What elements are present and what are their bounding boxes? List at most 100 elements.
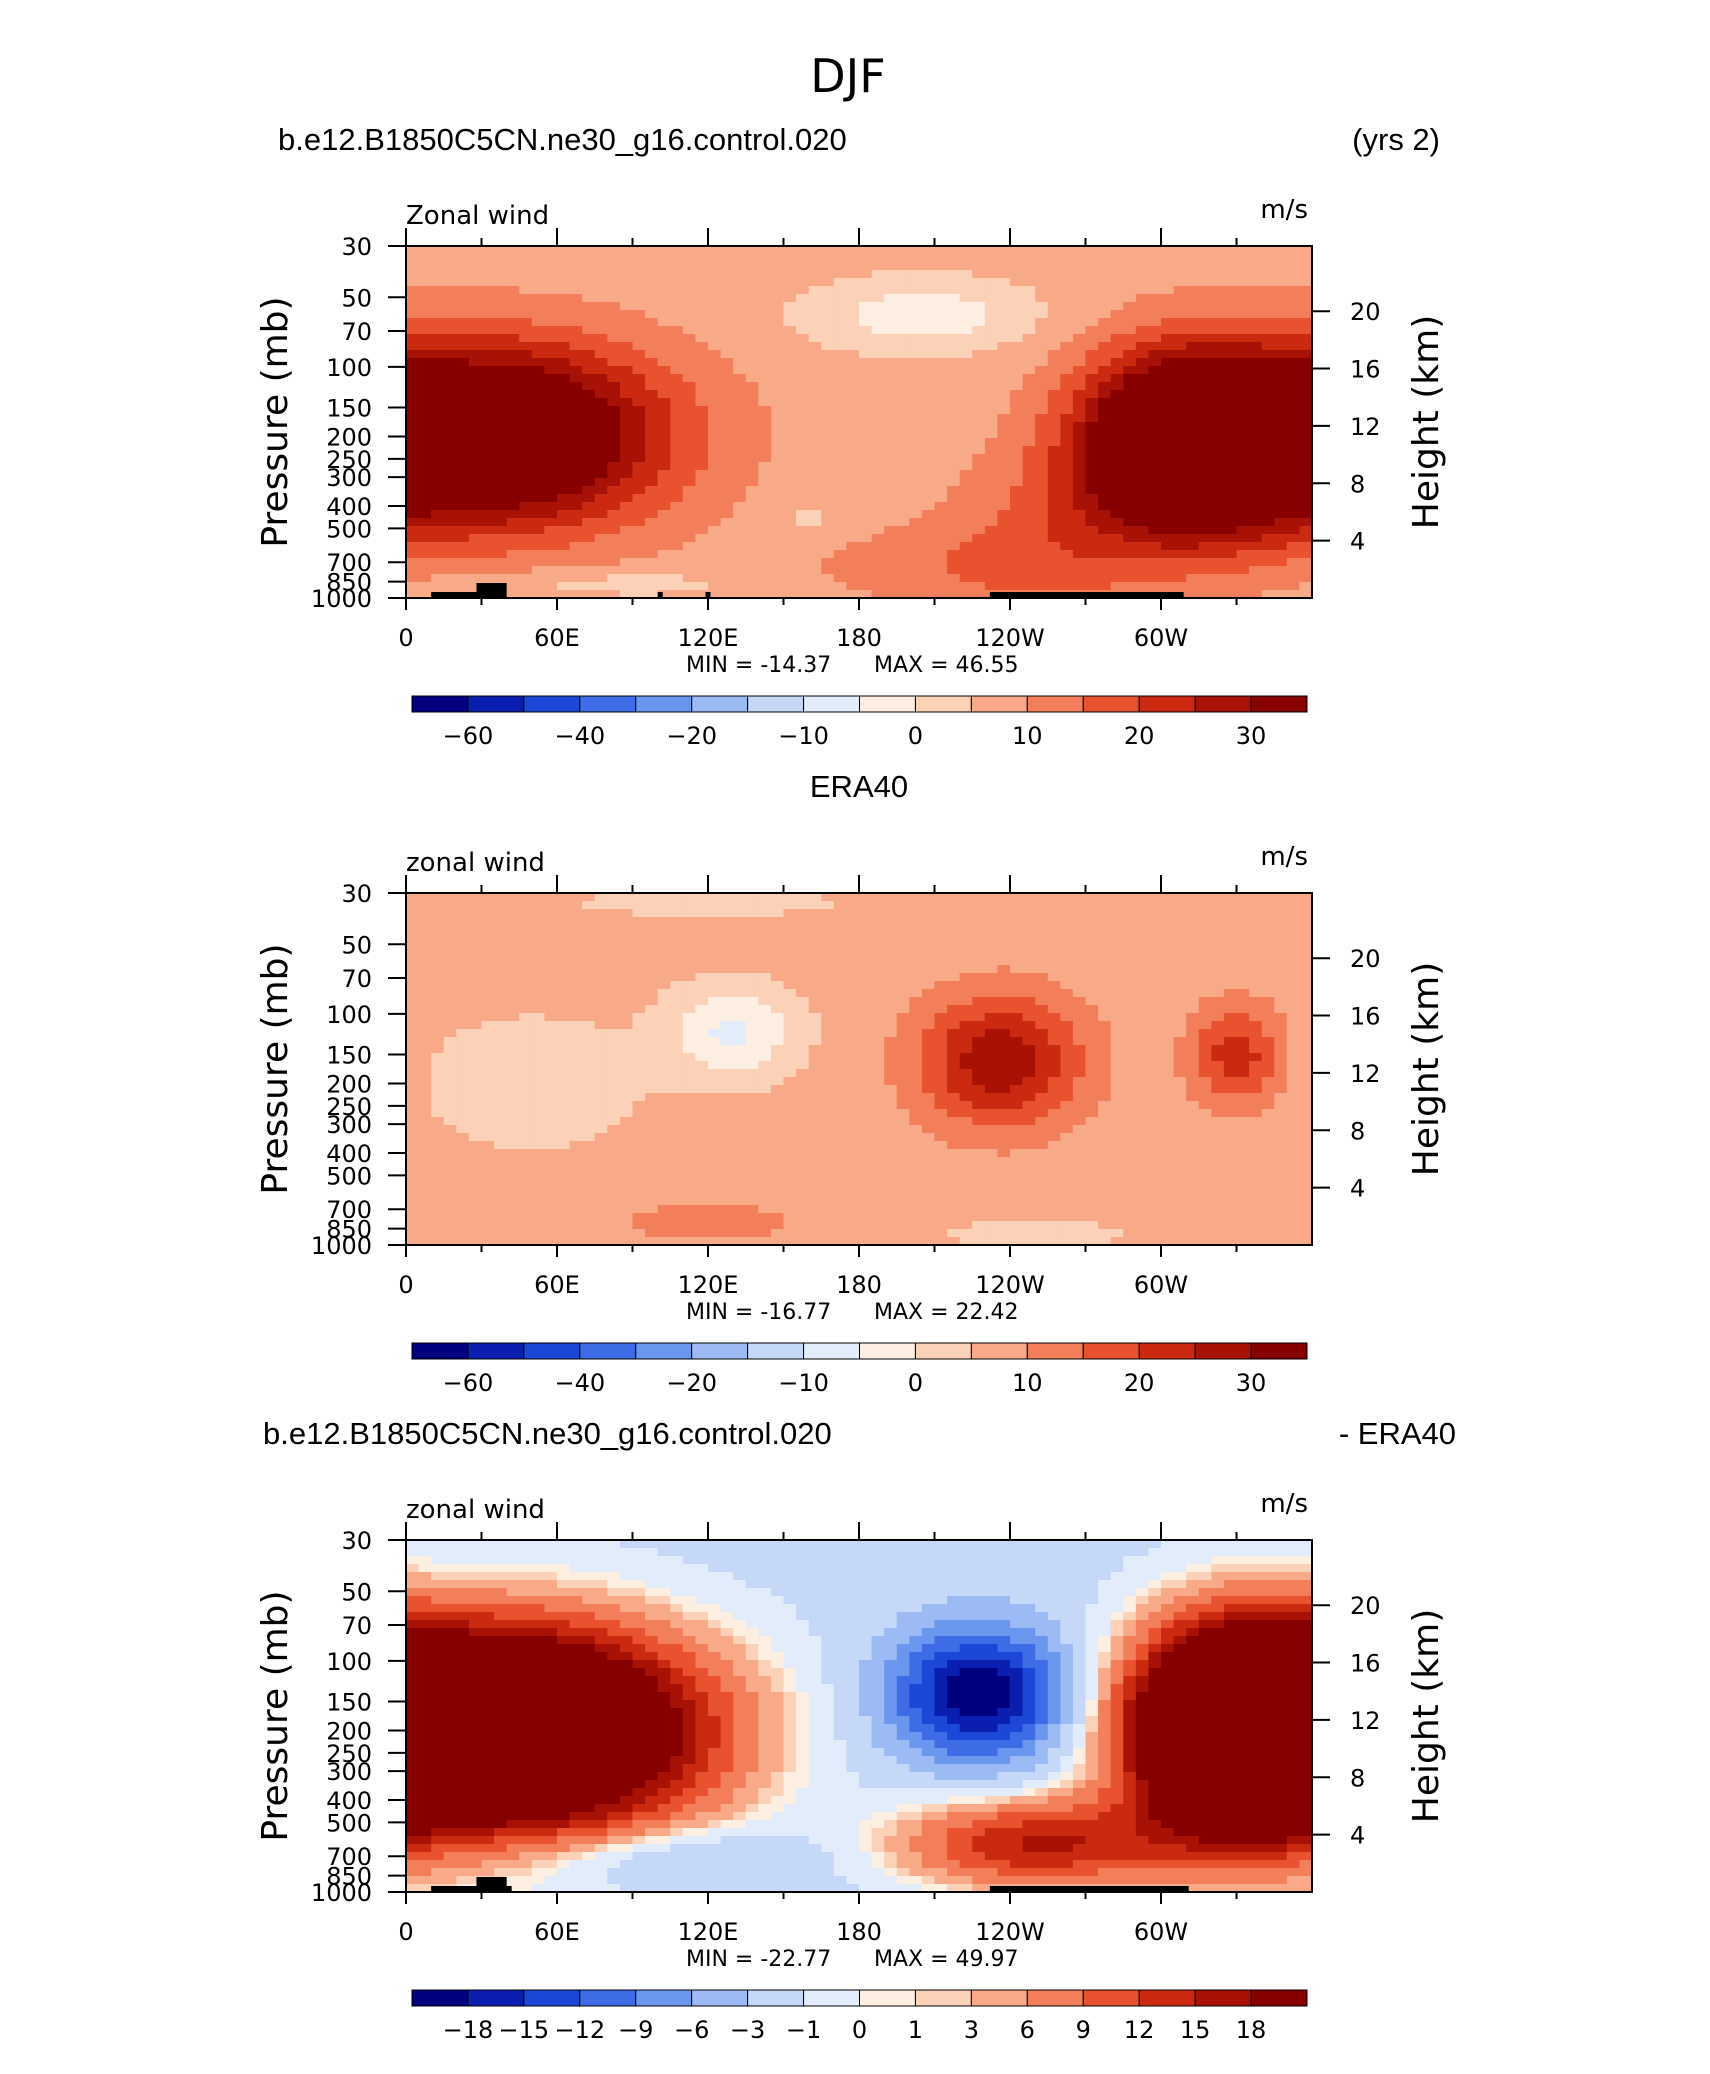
field-cell bbox=[1085, 350, 1099, 359]
field-cell bbox=[770, 526, 785, 535]
field-cell bbox=[833, 302, 848, 311]
field-cell bbox=[531, 1069, 546, 1078]
field-cell bbox=[1085, 318, 1099, 327]
field-cell bbox=[909, 1053, 923, 1062]
field-cell bbox=[1010, 582, 1024, 591]
field-cell bbox=[984, 278, 999, 287]
field-cell bbox=[531, 558, 546, 567]
field-cell bbox=[1286, 430, 1301, 439]
field-cell bbox=[984, 382, 999, 391]
field-cell bbox=[1223, 422, 1238, 431]
field-cell bbox=[506, 302, 520, 311]
field-cell bbox=[494, 334, 508, 343]
field-cell bbox=[1236, 366, 1250, 375]
field-cell bbox=[896, 286, 910, 295]
field-cell bbox=[859, 949, 873, 958]
field-cell bbox=[896, 965, 910, 974]
field-cell bbox=[1022, 933, 1036, 942]
field-cell bbox=[1223, 430, 1238, 439]
field-cell bbox=[1198, 486, 1212, 495]
field-cell bbox=[506, 909, 520, 918]
field-cell bbox=[594, 446, 608, 455]
field-cell bbox=[657, 326, 671, 335]
field-cell bbox=[670, 1053, 684, 1062]
field-cell bbox=[569, 957, 583, 966]
field-cell bbox=[619, 901, 634, 910]
field-cell bbox=[745, 925, 759, 934]
field-cell bbox=[758, 941, 772, 950]
field-cell bbox=[934, 454, 948, 463]
field-cell bbox=[1299, 302, 1313, 311]
field-cell bbox=[695, 270, 709, 279]
field-cell bbox=[1236, 1053, 1250, 1062]
field-cell bbox=[997, 1005, 1011, 1014]
field-cell bbox=[670, 358, 684, 367]
field-cell bbox=[1060, 262, 1074, 271]
field-cell bbox=[594, 973, 608, 982]
field-cell bbox=[1198, 358, 1212, 367]
field-cell bbox=[1173, 374, 1187, 383]
field-cell bbox=[1161, 374, 1175, 383]
field-cell bbox=[959, 989, 973, 998]
field-cell bbox=[670, 318, 684, 327]
field-cell bbox=[859, 326, 873, 335]
field-cell bbox=[1274, 973, 1288, 982]
field-cell bbox=[645, 973, 659, 982]
field-cell bbox=[745, 957, 759, 966]
field-cell bbox=[657, 989, 671, 998]
field-cell bbox=[1261, 558, 1275, 567]
field-cell bbox=[1085, 326, 1099, 335]
field-cell bbox=[1249, 398, 1263, 407]
field-cell bbox=[431, 510, 445, 519]
field-cell bbox=[1173, 358, 1187, 367]
field-cell bbox=[1085, 893, 1099, 902]
field-cell bbox=[1035, 278, 1049, 287]
field-cell bbox=[1223, 925, 1238, 934]
field-cell bbox=[670, 334, 684, 343]
field-cell bbox=[519, 374, 533, 383]
field-cell bbox=[884, 246, 898, 255]
field-cell bbox=[934, 462, 948, 471]
field-cell bbox=[846, 406, 860, 415]
field-cell bbox=[670, 374, 684, 383]
field-cell bbox=[1022, 957, 1036, 966]
field-cell bbox=[1060, 518, 1074, 527]
field-cell bbox=[833, 1045, 848, 1054]
field-cell bbox=[884, 1029, 898, 1038]
field-cell bbox=[431, 246, 445, 255]
field-cell bbox=[758, 574, 772, 583]
field-cell bbox=[557, 278, 571, 287]
field-cell bbox=[733, 374, 747, 383]
field-cell bbox=[758, 254, 772, 263]
field-cell bbox=[406, 390, 420, 399]
field-cell bbox=[1211, 566, 1225, 575]
field-cell bbox=[745, 526, 759, 535]
field-cell bbox=[406, 486, 420, 495]
field-cell bbox=[984, 933, 999, 942]
field-cell bbox=[934, 558, 948, 567]
field-cell bbox=[770, 278, 785, 287]
field-cell bbox=[456, 278, 470, 287]
field-cell bbox=[733, 1029, 747, 1038]
field-cell bbox=[1186, 917, 1200, 926]
field-cell bbox=[783, 294, 797, 303]
field-cell bbox=[468, 470, 483, 479]
field-cell bbox=[745, 933, 759, 942]
field-cell bbox=[1198, 406, 1212, 415]
field-cell bbox=[695, 446, 709, 455]
field-cell bbox=[821, 398, 835, 407]
field-cell bbox=[896, 326, 910, 335]
field-cell bbox=[1047, 901, 1061, 910]
field-cell bbox=[1286, 1069, 1301, 1078]
field-cell bbox=[859, 550, 873, 559]
field-cell bbox=[1135, 398, 1150, 407]
field-cell bbox=[1249, 326, 1263, 335]
field-cell bbox=[1236, 989, 1250, 998]
field-cell bbox=[984, 318, 999, 327]
colorbar-swatch bbox=[467, 695, 525, 713]
field-cell bbox=[972, 1037, 986, 1046]
field-cell bbox=[645, 1069, 659, 1078]
field-cell bbox=[1236, 949, 1250, 958]
field-cell bbox=[494, 510, 508, 519]
field-cell bbox=[1186, 302, 1200, 311]
